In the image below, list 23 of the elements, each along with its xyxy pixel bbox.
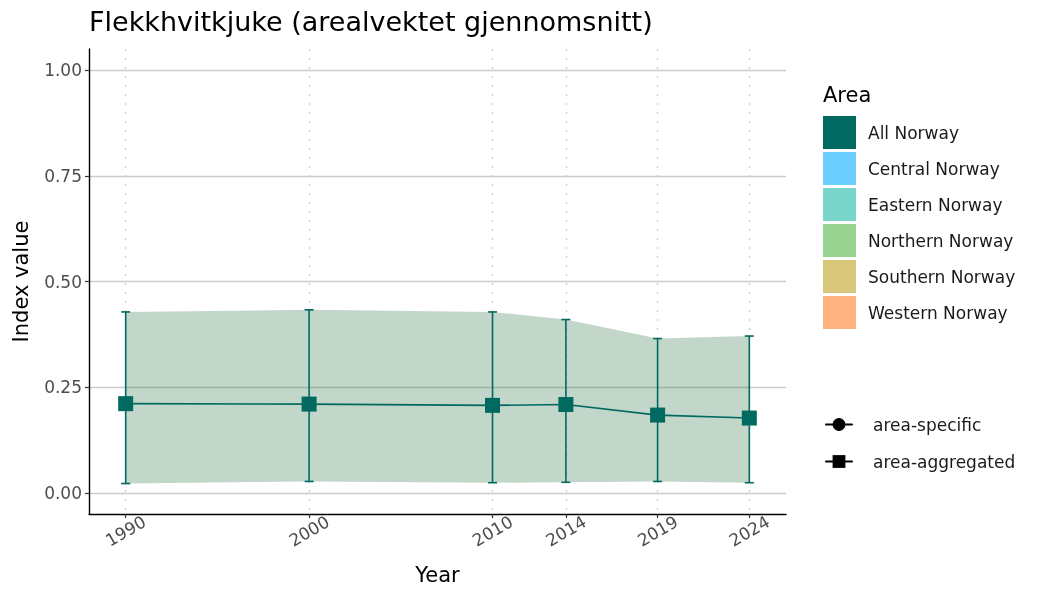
legend-label: area-aggregated xyxy=(873,451,1016,472)
point xyxy=(741,410,757,426)
x-axis-title: Year xyxy=(414,562,461,587)
chart-title: Flekkhvitkjuke (arealvektet gjennomsnitt) xyxy=(89,6,653,37)
legend-label: Central Norway xyxy=(868,158,1000,179)
y-tick-label: 0.25 xyxy=(44,377,82,398)
legend-title: Area xyxy=(823,82,872,107)
legend-label: area-specific xyxy=(873,414,982,435)
y-tick-label: 0.75 xyxy=(44,165,82,186)
legend-label: Northern Norway xyxy=(868,230,1014,251)
legend-label: Southern Norway xyxy=(868,266,1016,287)
point xyxy=(558,397,574,413)
y-axis-title: Index value xyxy=(8,220,33,343)
legend-label: All Norway xyxy=(868,122,959,143)
point xyxy=(301,396,317,412)
y-tick-label: 1.00 xyxy=(44,60,82,81)
point xyxy=(118,396,134,412)
legend-label: Eastern Norway xyxy=(868,194,1003,215)
point xyxy=(650,407,666,423)
point xyxy=(485,397,501,413)
y-tick-label: 0.00 xyxy=(44,482,82,503)
y-tick-label: 0.50 xyxy=(44,271,82,292)
legend-label: Western Norway xyxy=(868,302,1008,323)
